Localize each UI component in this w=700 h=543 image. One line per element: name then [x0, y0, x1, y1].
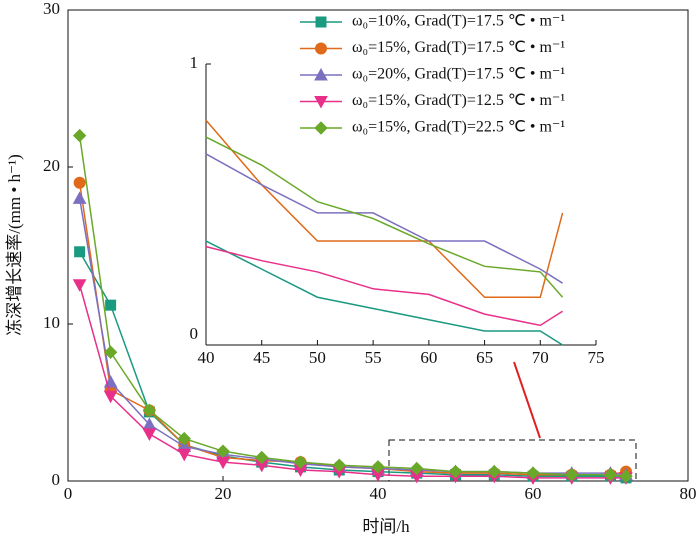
- legend-label: ω₀=15%, Grad(T)=17.5 ℃ • m⁻¹: [352, 39, 565, 56]
- series-line: [205, 153, 563, 284]
- legend-label: ω₀=10%, Grad(T)=17.5 ℃ • m⁻¹: [352, 13, 565, 30]
- y-axis-label: 冻深增长速率/(mm • h⁻¹): [5, 154, 24, 336]
- legend-marker: [314, 121, 328, 135]
- marker: [73, 176, 86, 189]
- marker: [72, 191, 87, 204]
- series-line: [205, 119, 564, 298]
- y-tick-label: 30: [43, 0, 60, 18]
- x-tick-label: 65: [476, 348, 493, 367]
- legend-label: ω₀=20%, Grad(T)=17.5 ℃ • m⁻¹: [352, 66, 565, 83]
- y-tick-label: 10: [43, 313, 60, 332]
- x-tick-label: 70: [532, 348, 549, 367]
- marker: [103, 345, 118, 359]
- marker: [526, 466, 540, 480]
- legend-label: ω₀=15%, Grad(T)=22.5 ℃ • m⁻¹: [352, 119, 565, 136]
- y-tick-label: 0: [190, 324, 199, 343]
- marker: [105, 299, 117, 311]
- marker: [619, 469, 633, 483]
- x-tick-label: 60: [420, 348, 437, 367]
- series-line: [78, 135, 627, 478]
- marker: [142, 428, 157, 441]
- legend-marker: [314, 96, 328, 109]
- marker: [177, 431, 191, 446]
- series-line: [205, 240, 563, 346]
- marker: [72, 128, 87, 143]
- legend-label: ω₀=15%, Grad(T)=12.5 ℃ • m⁻¹: [352, 92, 565, 109]
- marker: [216, 444, 230, 458]
- marker: [293, 455, 308, 469]
- x-tick-label: 50: [309, 348, 326, 367]
- zoom-arrow: [513, 361, 541, 439]
- series-line: [205, 136, 564, 298]
- marker: [72, 279, 87, 292]
- legend-marker: [315, 42, 327, 55]
- x-tick-label: 75: [588, 348, 605, 367]
- x-tick-label: 80: [680, 484, 697, 503]
- y-tick-label: 20: [43, 156, 60, 175]
- marker: [332, 458, 346, 473]
- marker: [177, 448, 192, 462]
- marker: [371, 460, 385, 474]
- y-tick-label: 1: [190, 53, 199, 72]
- series-line: [78, 284, 626, 479]
- x-tick-label: 45: [253, 348, 270, 367]
- marker: [255, 450, 269, 465]
- legend-marker: [315, 16, 327, 28]
- marker: [74, 246, 86, 258]
- x-axis-label: 时间/h: [362, 517, 410, 536]
- x-tick-label: 0: [64, 484, 73, 503]
- series-line: [205, 245, 563, 327]
- marker: [487, 464, 501, 479]
- marker: [603, 468, 618, 482]
- marker: [103, 390, 118, 404]
- x-tick-label: 60: [525, 484, 542, 503]
- marker: [410, 461, 424, 476]
- marker: [448, 464, 463, 479]
- series-line: [78, 198, 627, 476]
- series-line: [78, 182, 627, 476]
- x-tick-label: 40: [370, 484, 387, 503]
- x-tick-label: 20: [215, 484, 232, 503]
- legend-marker: [314, 67, 328, 81]
- x-tick-label: 55: [365, 348, 382, 367]
- marker: [142, 403, 157, 418]
- y-tick-label: 0: [52, 470, 61, 489]
- x-tick-label: 40: [198, 348, 215, 367]
- marker: [565, 468, 579, 482]
